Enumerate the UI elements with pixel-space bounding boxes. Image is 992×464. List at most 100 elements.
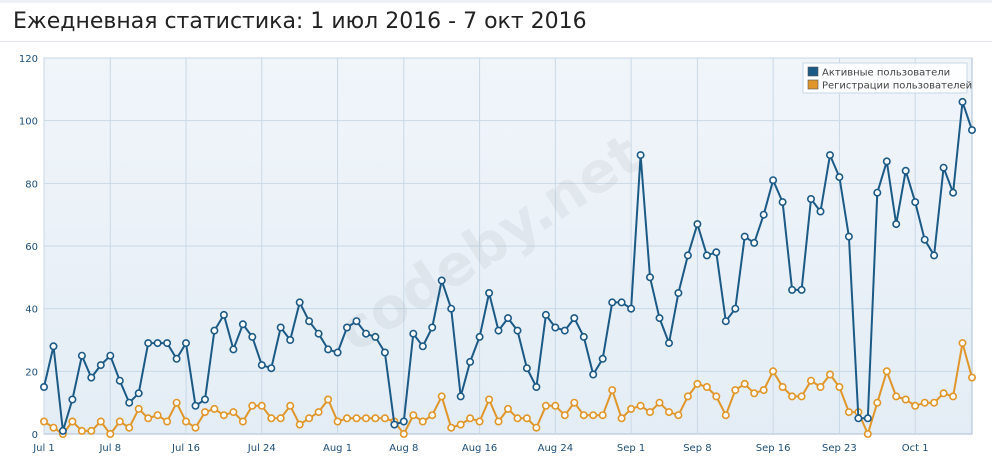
data-point[interactable] (201, 408, 210, 417)
data-point[interactable] (68, 417, 77, 426)
data-point[interactable] (58, 426, 67, 435)
data-point[interactable] (702, 382, 711, 391)
data-point[interactable] (532, 382, 541, 391)
data-point[interactable] (409, 411, 418, 420)
data-point[interactable] (153, 411, 162, 420)
data-point[interactable] (257, 401, 266, 410)
data-point[interactable] (77, 426, 86, 435)
data-point[interactable] (901, 395, 910, 404)
data-point[interactable] (920, 398, 929, 407)
data-point[interactable] (201, 395, 210, 404)
data-point[interactable] (314, 408, 323, 417)
data-point[interactable] (560, 326, 569, 335)
data-point[interactable] (134, 389, 143, 398)
data-point[interactable] (655, 398, 664, 407)
data-point[interactable] (759, 210, 768, 219)
data-point[interactable] (475, 417, 484, 426)
data-point[interactable] (702, 251, 711, 260)
data-point[interactable] (191, 401, 200, 410)
data-point[interactable] (361, 414, 370, 423)
data-point[interactable] (125, 398, 134, 407)
data-point[interactable] (570, 314, 579, 323)
data-point[interactable] (769, 367, 778, 376)
data-point[interactable] (522, 414, 531, 423)
data-point[interactable] (854, 414, 863, 423)
data-point[interactable] (456, 420, 465, 429)
data-point[interactable] (873, 398, 882, 407)
data-point[interactable] (437, 392, 446, 401)
data-point[interactable] (475, 332, 484, 341)
data-point[interactable] (390, 420, 399, 429)
data-point[interactable] (674, 411, 683, 420)
data-point[interactable] (769, 176, 778, 185)
data-point[interactable] (844, 232, 853, 241)
data-point[interactable] (939, 389, 948, 398)
data-point[interactable] (778, 382, 787, 391)
data-point[interactable] (930, 251, 939, 260)
data-point[interactable] (305, 317, 314, 326)
data-point[interactable] (267, 364, 276, 373)
data-point[interactable] (579, 332, 588, 341)
data-point[interactable] (949, 392, 958, 401)
data-point[interactable] (267, 414, 276, 423)
data-point[interactable] (144, 414, 153, 423)
data-point[interactable] (182, 417, 191, 426)
data-point[interactable] (825, 370, 834, 379)
data-point[interactable] (759, 386, 768, 395)
data-point[interactable] (503, 314, 512, 323)
data-point[interactable] (513, 326, 522, 335)
data-point[interactable] (229, 408, 238, 417)
data-point[interactable] (399, 417, 408, 426)
data-point[interactable] (598, 411, 607, 420)
data-point[interactable] (560, 411, 569, 420)
data-point[interactable] (106, 429, 115, 438)
data-point[interactable] (494, 417, 503, 426)
data-point[interactable] (655, 314, 664, 323)
data-point[interactable] (295, 420, 304, 429)
data-point[interactable] (778, 198, 787, 207)
data-point[interactable] (210, 404, 219, 413)
data-point[interactable] (96, 361, 105, 370)
data-point[interactable] (806, 376, 815, 385)
data-point[interactable] (418, 342, 427, 351)
data-point[interactable] (911, 401, 920, 410)
data-point[interactable] (683, 251, 692, 260)
data-point[interactable] (863, 414, 872, 423)
data-point[interactable] (68, 395, 77, 404)
data-point[interactable] (456, 392, 465, 401)
data-point[interactable] (712, 392, 721, 401)
data-point[interactable] (248, 401, 257, 410)
data-point[interactable] (835, 173, 844, 182)
data-point[interactable] (608, 386, 617, 395)
data-point[interactable] (541, 310, 550, 319)
data-point[interactable] (750, 389, 759, 398)
data-point[interactable] (570, 398, 579, 407)
data-point[interactable] (409, 329, 418, 338)
data-point[interactable] (219, 310, 228, 319)
data-point[interactable] (806, 195, 815, 204)
data-point[interactable] (740, 232, 749, 241)
data-point[interactable] (125, 423, 134, 432)
data-point[interactable] (153, 339, 162, 348)
data-point[interactable] (617, 414, 626, 423)
data-point[interactable] (882, 367, 891, 376)
data-point[interactable] (49, 423, 58, 432)
data-point[interactable] (967, 373, 976, 382)
data-point[interactable] (693, 379, 702, 388)
data-point[interactable] (958, 339, 967, 348)
data-point[interactable] (598, 354, 607, 363)
data-point[interactable] (731, 304, 740, 313)
data-point[interactable] (466, 414, 475, 423)
data-point[interactable] (674, 289, 683, 298)
data-point[interactable] (163, 417, 172, 426)
data-point[interactable] (485, 395, 494, 404)
data-point[interactable] (664, 339, 673, 348)
data-point[interactable] (541, 401, 550, 410)
data-point[interactable] (276, 323, 285, 332)
data-point[interactable] (892, 220, 901, 229)
data-point[interactable] (712, 248, 721, 257)
data-point[interactable] (361, 329, 370, 338)
data-point[interactable] (788, 392, 797, 401)
data-point[interactable] (238, 417, 247, 426)
data-point[interactable] (825, 151, 834, 160)
